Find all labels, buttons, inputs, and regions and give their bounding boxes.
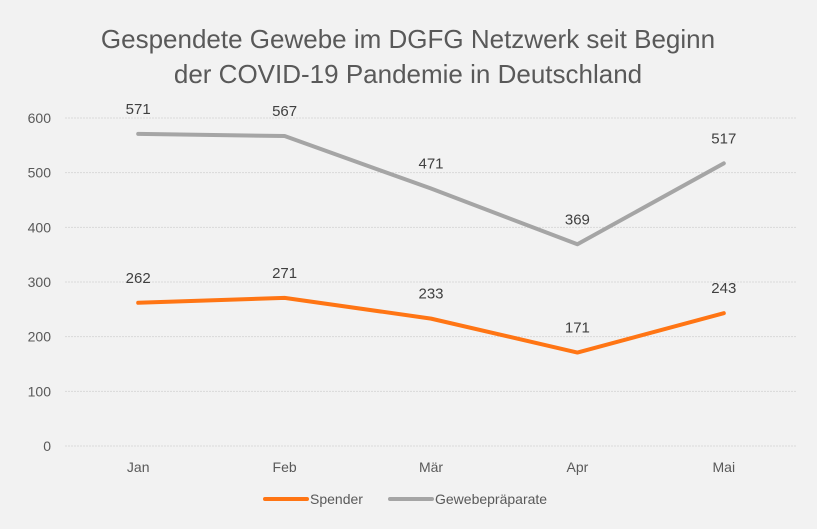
- legend-label: Gewebepräparate: [435, 491, 547, 507]
- data-label: 517: [711, 130, 736, 147]
- x-tick-label: Feb: [273, 459, 297, 475]
- chart-title-line-2: der COVID-19 Pandemie in Deutschland: [174, 59, 642, 89]
- x-tick-label: Mär: [419, 459, 443, 475]
- data-label: 571: [126, 101, 151, 118]
- data-label: 271: [272, 265, 297, 282]
- y-tick-label: 300: [28, 274, 52, 290]
- y-tick-label: 400: [28, 219, 52, 235]
- data-label: 171: [565, 320, 590, 337]
- legend-label: Spender: [310, 491, 363, 507]
- series-line-spender: [136, 295, 726, 355]
- legend: Spender Gewebepräparate: [263, 491, 547, 507]
- legend-item-gewebepräparate: Gewebepräparate: [388, 491, 547, 507]
- data-label: 369: [565, 211, 590, 228]
- legend-item-spender: Spender: [263, 491, 363, 507]
- data-label: 243: [711, 280, 736, 297]
- chart-title: Gespendete Gewebe im DGFG Netzwerk seit …: [101, 24, 715, 89]
- x-tick-label: Apr: [567, 459, 589, 475]
- y-tick-label: 0: [43, 438, 51, 454]
- y-tick-label: 500: [28, 165, 52, 181]
- chart-title-line-1: Gespendete Gewebe im DGFG Netzwerk seit …: [101, 24, 715, 54]
- y-axis: 0 100 200 300 400 500 600: [28, 110, 52, 454]
- data-labels: 571 567 471 369 517 262 271 233 171 243: [126, 101, 737, 337]
- data-label: 471: [418, 156, 443, 173]
- data-label: 567: [272, 103, 297, 120]
- series-line-gewebepräparate: [136, 131, 726, 247]
- series-lines: [136, 131, 726, 355]
- data-label: 233: [418, 286, 443, 303]
- gridlines: [65, 117, 797, 447]
- y-tick-label: 600: [28, 110, 52, 126]
- x-tick-label: Mai: [713, 459, 736, 475]
- data-label: 262: [126, 270, 151, 287]
- y-tick-label: 100: [28, 383, 52, 399]
- y-tick-label: 200: [28, 329, 52, 345]
- x-axis: Jan Feb Mär Apr Mai: [127, 459, 735, 475]
- x-tick-label: Jan: [127, 459, 150, 475]
